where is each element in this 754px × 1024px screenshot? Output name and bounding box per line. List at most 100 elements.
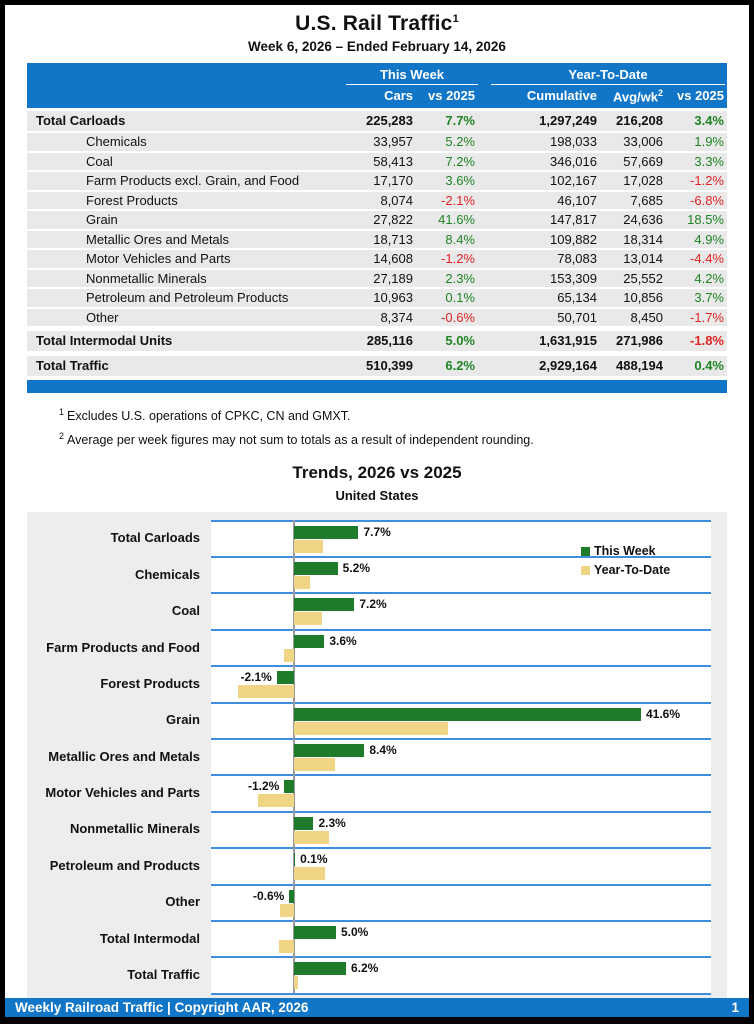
row-label: Forest Products	[86, 192, 178, 208]
year-to-date-bar	[279, 939, 295, 953]
bar-value-label: -0.6%	[252, 888, 285, 903]
chart-category-row: Forest Products -2.1%	[27, 665, 711, 702]
row-label: Nonmetallic Minerals	[86, 270, 207, 286]
ytd-vs-2025-value: -4.4%	[690, 251, 724, 267]
cars-value: 285,116	[366, 333, 413, 349]
table-row: Other 8,374 -0.6% 50,701 8,450 -1.7%	[27, 308, 727, 329]
cars-value: 14,608	[373, 251, 413, 267]
year-to-date-bar	[284, 648, 295, 662]
year-to-date-bar	[294, 576, 311, 590]
chart-category-label: Motor Vehicles and Parts	[45, 785, 200, 801]
vs-2025-value: 6.2%	[445, 358, 475, 374]
column-header-vs-2025: vs 2025	[428, 88, 475, 103]
this-week-bar	[294, 598, 355, 612]
chart-category-row: Coal 7.2%	[27, 592, 711, 629]
this-week-bar	[294, 925, 336, 939]
cumulative-value: 1,297,249	[539, 113, 597, 129]
year-to-date-bar	[294, 721, 449, 735]
chart-category-plot: 0.1%	[211, 847, 711, 884]
row-label: Farm Products excl. Grain, and Food	[86, 173, 300, 189]
ytd-vs-2025-value: -6.8%	[690, 192, 724, 208]
column-header-ytd-vs-2025: vs 2025	[677, 88, 724, 103]
chart-category-label: Total Traffic	[127, 967, 200, 983]
avg-wk-value: 10,856	[623, 290, 663, 306]
plot-bottom-line	[211, 992, 711, 995]
column-header-avg-wk: Avg/wk2	[600, 85, 666, 104]
cars-value: 27,822	[373, 212, 413, 228]
chart-category-plot: 7.2%	[211, 592, 711, 629]
page-title: U.S. Rail Traffic1	[5, 12, 749, 36]
footnote-1: 1 Excludes U.S. operations of CPKC, CN an…	[59, 402, 749, 426]
vs-2025-value: -2.1%	[441, 192, 475, 208]
cars-value: 18,713	[373, 231, 413, 247]
cars-value: 10,963	[373, 290, 413, 306]
row-label: Total Carloads	[36, 113, 126, 129]
table-row: Grain 27,822 41.6% 147,817 24,636 18.5%	[27, 211, 727, 231]
avg-wk-value: 24,636	[623, 212, 663, 228]
avg-wk-value: 17,028	[623, 173, 663, 189]
title-footnote-marker: 1	[452, 13, 459, 25]
table-row: Total Traffic 510,399 6.2% 2,929,164 488,194…	[27, 356, 727, 379]
ytd-vs-2025-value: 18.5%	[687, 212, 724, 228]
avg-wk-value: 488,194	[616, 358, 663, 374]
bar-value-label: 6.2%	[351, 961, 379, 976]
this-week-bar	[294, 707, 641, 721]
chart-category-plot: 7.7%	[211, 519, 711, 557]
legend-swatch-tan-icon	[581, 565, 590, 575]
chart-category-label: Coal	[171, 603, 200, 619]
row-label: Chemicals	[86, 134, 147, 150]
table-row: Forest Products 8,074 -2.1% 46,107 7,685 -6.8…	[27, 191, 727, 212]
cars-value: 510,399	[366, 358, 413, 374]
table-row: Petroleum and Petroleum Products 10,963 0.…	[27, 289, 727, 309]
avg-wk-value: 271,986	[616, 333, 663, 349]
cumulative-value: 153,309	[550, 270, 597, 286]
chart-category-label: Farm Products and Food	[46, 639, 200, 655]
table-row: Total Carloads 225,283 7.7% 1,297,249 216,20…	[27, 111, 727, 134]
chart-category-row: Grain 41.6%	[27, 701, 711, 738]
row-label: Other	[86, 309, 119, 325]
chart-category-row: Other -0.6%	[27, 883, 711, 920]
group-header-this-week: This Week	[346, 67, 478, 85]
year-to-date-bar	[257, 794, 295, 808]
avg-wk-text: Avg/wk	[612, 89, 658, 105]
avg-wk-value: 33,006	[623, 134, 663, 150]
this-week-bar	[294, 525, 359, 539]
chart-category-row: Nonmetallic Minerals 2.3%	[27, 810, 711, 848]
footnote-2-marker: 2	[59, 431, 65, 442]
cars-value: 27,189	[373, 270, 413, 286]
this-week-bar	[284, 780, 295, 794]
table-row: Coal 58,413 7.2% 346,016 57,669 3.3%	[27, 152, 727, 173]
page-subtitle: Week 6, 2026 – Ended February 14, 2026	[248, 39, 506, 54]
chart-title: Trends, 2026 vs 2025	[292, 462, 462, 482]
year-to-date-bar	[294, 612, 322, 626]
vs-2025-value: 7.2%	[445, 153, 475, 169]
table-row: Chemicals 33,957 5.2% 198,033 33,006 1.9%	[27, 133, 727, 153]
table-row: Farm Products excl. Grain, and Food 17,17…	[27, 172, 727, 192]
table-row: Total Intermodal Units 285,116 5.0% 1,631,9…	[27, 331, 727, 354]
legend-item-this-week: This Week	[581, 542, 670, 561]
chart-category-plot: 5.2%	[211, 556, 711, 593]
chart-category-row: Motor Vehicles and Parts -1.2%	[27, 774, 711, 811]
column-header-cars: Cars	[384, 88, 413, 103]
footnote-1-text: Excludes U.S. operations of CPKC, CN and…	[67, 409, 351, 424]
chart-category-row: Metallic Ores and Metals 8.4%	[27, 737, 711, 775]
cars-value: 17,170	[373, 173, 413, 189]
vs-2025-value: 3.6%	[445, 173, 475, 189]
ytd-vs-2025-value: -1.2%	[690, 173, 724, 189]
ytd-vs-2025-value: 4.9%	[694, 231, 724, 247]
vs-2025-value: 5.0%	[445, 333, 475, 349]
this-week-bar	[294, 816, 314, 830]
chart-category-row: Total Carloads 7.7%	[27, 519, 711, 557]
avg-wk-value: 18,314	[623, 231, 663, 247]
cumulative-value: 78,083	[557, 251, 597, 267]
chart-category-label: Forest Products	[100, 675, 200, 691]
chart-category-label: Total Carloads	[110, 530, 200, 546]
chart-category-plot: 5.0%	[211, 919, 711, 957]
chart-category-row: Total Traffic 6.2%	[27, 956, 711, 993]
bar-value-label: 0.1%	[300, 852, 328, 867]
chart-category-row: Chemicals 5.2%	[27, 556, 711, 593]
row-label: Petroleum and Petroleum Products	[86, 290, 289, 306]
row-label: Grain	[86, 212, 118, 228]
cumulative-value: 198,033	[550, 134, 597, 150]
bar-value-label: -2.1%	[240, 670, 272, 685]
